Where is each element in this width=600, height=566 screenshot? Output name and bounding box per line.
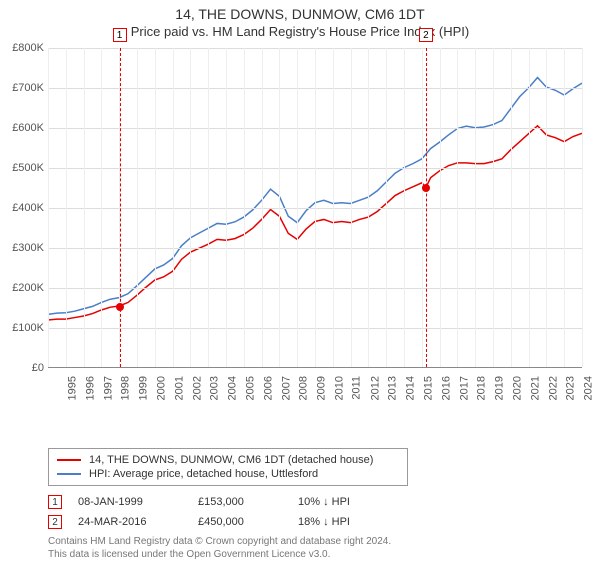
legend-box: 14, THE DOWNS, DUNMOW, CM6 1DT (detached…: [48, 448, 408, 486]
legend-swatch: [57, 473, 81, 475]
transaction-dot: [422, 184, 430, 192]
transaction-marker-icon: 2: [48, 515, 62, 529]
transaction-marker-box: 2: [419, 28, 433, 42]
x-axis-label: 2003: [209, 376, 221, 400]
plot-region: 12: [48, 48, 582, 368]
x-axis-label: 2022: [547, 376, 559, 400]
x-axis-label: 2014: [405, 376, 417, 400]
transaction-vline: [120, 48, 121, 367]
x-axis-label: 2000: [155, 376, 167, 400]
x-axis-label: 2019: [494, 376, 506, 400]
x-axis-label: 2004: [227, 376, 239, 400]
chart-title: 14, THE DOWNS, DUNMOW, CM6 1DT: [0, 6, 600, 22]
y-axis-label: £400K: [0, 202, 44, 214]
y-axis-label: £700K: [0, 82, 44, 94]
transaction-marker-icon: 1: [48, 495, 62, 509]
transactions-table: 1 08-JAN-1999 £153,000 10% ↓ HPI 2 24-MA…: [48, 492, 418, 532]
transaction-dot: [116, 303, 124, 311]
attribution-line: This data is licensed under the Open Gov…: [48, 549, 391, 562]
x-axis-label: 2007: [280, 376, 292, 400]
x-axis-label: 1998: [120, 376, 132, 400]
x-axis-label: 1999: [138, 376, 150, 400]
x-axis-label: 2021: [529, 376, 541, 400]
transaction-price: £450,000: [198, 516, 298, 528]
x-axis-label: 2006: [262, 376, 274, 400]
legend-label: 14, THE DOWNS, DUNMOW, CM6 1DT (detached…: [89, 454, 373, 466]
x-axis-label: 2005: [244, 376, 256, 400]
x-axis-label: 2024: [583, 376, 595, 400]
y-axis-label: £800K: [0, 42, 44, 54]
x-axis-label: 2017: [458, 376, 470, 400]
y-axis-label: £0: [0, 362, 44, 374]
x-axis-label: 2010: [333, 376, 345, 400]
table-row: 2 24-MAR-2016 £450,000 18% ↓ HPI: [48, 512, 418, 532]
y-axis-label: £200K: [0, 282, 44, 294]
x-axis-label: 2016: [440, 376, 452, 400]
y-axis-label: £300K: [0, 242, 44, 254]
chart-subtitle: Price paid vs. HM Land Registry's House …: [0, 24, 600, 39]
transaction-vline: [426, 48, 427, 367]
x-axis-label: 2023: [565, 376, 577, 400]
x-axis-label: 2015: [422, 376, 434, 400]
x-axis-label: 2020: [511, 376, 523, 400]
x-axis-label: 2011: [350, 376, 362, 400]
y-axis-label: £600K: [0, 122, 44, 134]
x-axis-label: 1995: [66, 376, 78, 400]
x-axis-label: 2013: [387, 376, 399, 400]
x-axis-label: 2001: [173, 376, 185, 400]
x-axis-label: 1997: [102, 376, 114, 400]
legend-swatch: [57, 459, 81, 461]
legend-item: 14, THE DOWNS, DUNMOW, CM6 1DT (detached…: [57, 453, 399, 467]
x-axis-label: 2002: [191, 376, 203, 400]
attribution-line: Contains HM Land Registry data © Crown c…: [48, 536, 391, 549]
x-axis-label: 2008: [298, 376, 310, 400]
transaction-pct: 18% ↓ HPI: [298, 516, 418, 528]
transaction-pct: 10% ↓ HPI: [298, 496, 418, 508]
transaction-price: £153,000: [198, 496, 298, 508]
chart-area: 12 £0 £100K £200K £300K £400K £500K £600K £700K…: [0, 48, 600, 408]
x-axis-label: 2009: [316, 376, 328, 400]
y-axis-label: £100K: [0, 322, 44, 334]
transaction-date: 08-JAN-1999: [78, 496, 198, 508]
x-axis-label: 2018: [476, 376, 488, 400]
transaction-date: 24-MAR-2016: [78, 516, 198, 528]
transaction-marker-box: 1: [113, 28, 127, 42]
attribution-text: Contains HM Land Registry data © Crown c…: [48, 536, 391, 561]
x-axis-label: 1996: [84, 376, 96, 400]
y-axis-label: £500K: [0, 162, 44, 174]
legend-label: HPI: Average price, detached house, Uttl…: [89, 468, 318, 480]
x-axis-label: 2012: [369, 376, 381, 400]
legend-item: HPI: Average price, detached house, Uttl…: [57, 467, 399, 481]
table-row: 1 08-JAN-1999 £153,000 10% ↓ HPI: [48, 492, 418, 512]
